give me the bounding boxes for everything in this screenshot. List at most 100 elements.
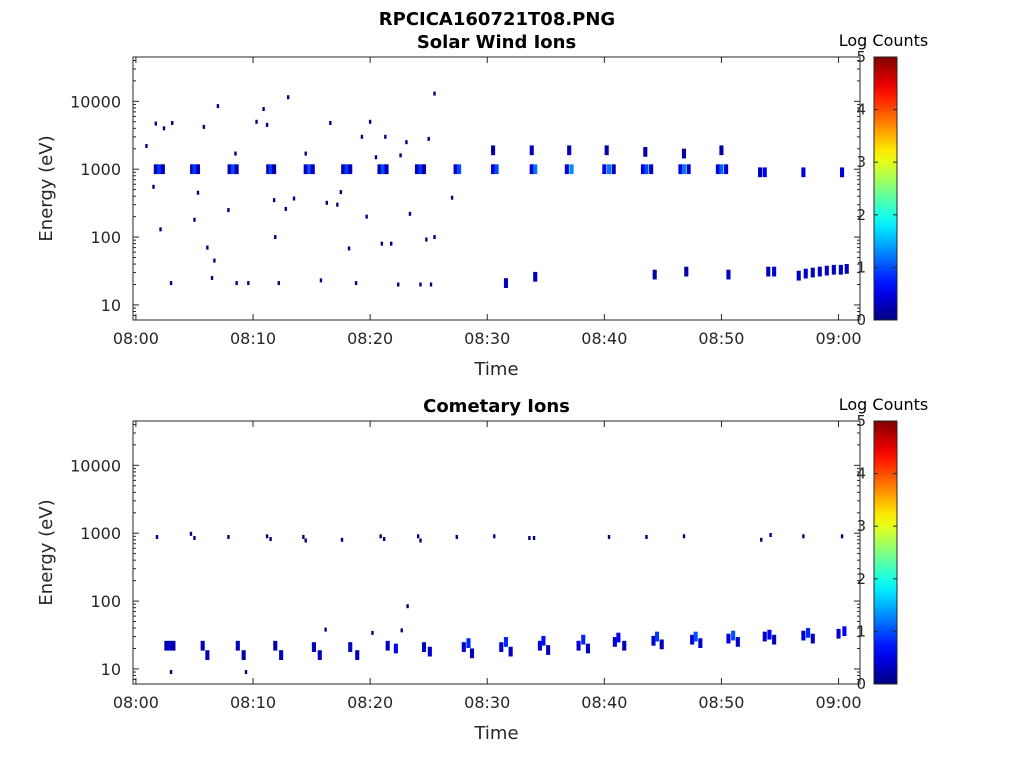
x-tick-label: 09:00 [815, 329, 861, 348]
heatmap-cell-sparse [299, 323, 301, 327]
heatmap-cell [508, 646, 513, 657]
heatmap-cell-sparse [265, 534, 269, 539]
y-tick-label: 1000 [80, 160, 121, 179]
heatmap-cell [684, 266, 689, 277]
heatmap-cell-sparse [760, 537, 763, 542]
heatmap-cell-sparse [193, 217, 196, 222]
heatmap-cell-sparse [304, 151, 307, 156]
heatmap-cell-sparse [306, 323, 308, 327]
heatmap-cell [758, 167, 763, 178]
heatmap-cell-sparse [329, 120, 332, 125]
x-tick-label: 08:50 [698, 693, 744, 712]
colorbar [873, 56, 898, 321]
heatmap-cell [726, 633, 731, 644]
heatmap-cell [266, 164, 271, 175]
axes-frame [132, 420, 861, 685]
heatmap-cell [810, 267, 815, 278]
heatmap-cell [719, 145, 724, 156]
heatmap-cell [724, 164, 729, 175]
heatmap-cell-sparse [262, 107, 265, 112]
heatmap-cell-sparse [382, 537, 386, 542]
heatmap-cell-sparse [284, 206, 288, 211]
heatmap-cell [731, 630, 736, 641]
colorbar-tick-label: 0 [856, 675, 866, 693]
heatmap-cell [616, 632, 621, 643]
heatmap-cell-sparse [379, 534, 382, 539]
x-tick-label: 08:40 [581, 693, 627, 712]
heatmap-cell [200, 640, 205, 651]
heatmap-cell-sparse [365, 214, 368, 219]
heatmap-cell [762, 631, 767, 642]
heatmap-cell [491, 145, 496, 156]
x-tick-label: 08:00 [113, 693, 159, 712]
heatmap-cell [612, 637, 617, 647]
heatmap-cell [499, 642, 504, 652]
heatmap-cell-sparse [340, 537, 344, 542]
heatmap-cell [690, 634, 695, 645]
heatmap-cell [576, 640, 581, 651]
heatmap-cell [651, 635, 656, 646]
x-tick-label: 08:30 [464, 693, 510, 712]
heatmap-cell [640, 164, 646, 175]
heatmap-cell [801, 630, 806, 641]
panel-title: Cometary Ions [423, 396, 570, 417]
colorbar-tick-label: 1 [856, 258, 866, 276]
heatmap-cell-sparse [269, 537, 272, 542]
heatmap-cell [611, 164, 616, 175]
plot-area [145, 91, 849, 327]
heatmap-cell-sparse [433, 91, 436, 96]
heatmap-cell [385, 640, 390, 651]
heatmap-cell-sparse [427, 136, 430, 141]
heatmap-cell-sparse [374, 155, 378, 160]
colorbar-tick-label: 0 [856, 311, 866, 329]
axes-frame [132, 56, 861, 321]
heatmap-cell [715, 164, 720, 175]
colorbar-tick-label: 1 [856, 622, 866, 640]
heatmap-cell [310, 164, 315, 175]
heatmap-cell-sparse [234, 151, 237, 156]
heatmap-cell-sparse [840, 534, 844, 539]
heatmap-cell [453, 164, 458, 175]
heatmap-cell [377, 164, 382, 175]
heatmap-cell-sparse [193, 535, 196, 540]
heatmap-cell [831, 264, 836, 275]
heatmap-cell-sparse [244, 670, 248, 675]
heatmap-cell-sparse [206, 245, 209, 250]
heatmap-cell [341, 164, 346, 175]
colorbar-tick-label: 3 [856, 517, 866, 535]
heatmap-cell [195, 164, 201, 175]
heatmap-cell [604, 145, 609, 156]
heatmap-cell-sparse [493, 534, 496, 539]
heatmap-cell [735, 637, 740, 647]
heatmap-cell-sparse [227, 208, 230, 213]
heatmap-cell [491, 164, 496, 175]
heatmap-cell [824, 265, 829, 276]
colorbar-label: Log Counts [839, 31, 929, 50]
heatmap-cell [469, 648, 475, 659]
heatmap-cell [311, 642, 316, 652]
heatmap-cell [817, 266, 822, 277]
heatmap-cell-sparse [380, 241, 384, 246]
y-tick-label: 10000 [70, 92, 121, 111]
heatmap-cell [726, 269, 731, 280]
heatmap-cell-sparse [154, 121, 158, 126]
x-tick-label: 08:00 [113, 329, 159, 348]
heatmap-cell-sparse [255, 119, 258, 124]
heatmap-cell [171, 640, 176, 651]
heatmap-cell-sparse [169, 281, 173, 286]
panel-solar-wind-ions: Solar Wind Ions 08:00 08:10 08:20 08:30 08:40… [36, 31, 928, 380]
heatmap-cell-sparse [196, 190, 200, 195]
heatmap-cell [810, 633, 815, 644]
y-tick-label: 100 [90, 228, 121, 247]
colorbar-tick-label: 5 [856, 412, 866, 430]
heatmap-cell [421, 164, 427, 175]
heatmap-cell [772, 266, 777, 277]
colorbar-label: Log Counts [839, 395, 929, 414]
heatmap-cell-sparse [155, 534, 159, 539]
heatmap-cell [355, 650, 360, 660]
heatmap-cell-sparse [682, 534, 686, 539]
colorbar-tick-label: 2 [856, 206, 866, 224]
heatmap-cell [529, 145, 534, 156]
y-axis-label: Energy (eV) [36, 499, 57, 605]
heatmap-cell-sparse [645, 534, 648, 539]
